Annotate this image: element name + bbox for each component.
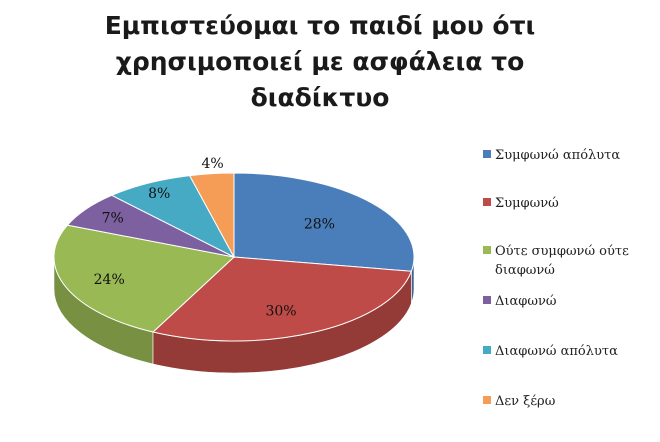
pie-label-0: 28%	[304, 217, 335, 233]
chart-title-line-3: διαδίκτυο	[250, 83, 390, 112]
legend-swatch-2	[483, 246, 491, 254]
legend-label-4: Διαφωνώ απόλυτα	[495, 342, 618, 361]
pie-label-1: 30%	[265, 304, 296, 320]
pie-slice-2	[53, 224, 236, 333]
legend-label-0: Συμφωνώ απόλυτα	[495, 146, 620, 165]
pie-label-4: 8%	[148, 186, 170, 202]
legend-swatch-0	[483, 150, 491, 158]
legend-swatch-5	[483, 396, 491, 404]
legend-label-line-3-0: Διαφωνώ	[495, 294, 557, 309]
legend-label-line-2-1: διαφωνώ	[495, 263, 555, 278]
pie-slice-1	[152, 256, 413, 342]
chart-title: Εμπιστεύομαι το παιδί μου ότι χρησιμοποι…	[60, 8, 580, 116]
legend-label-5: Δεν ξέρω	[495, 392, 555, 411]
legend-swatch-3	[483, 296, 491, 304]
legend-label-line-4-0: Διαφωνώ απόλυτα	[495, 344, 618, 359]
legend-label-2: Ούτε συμφωνώ ούτε διαφωνώ	[495, 242, 629, 280]
pie-slice-5	[188, 172, 235, 258]
legend-label-3: Διαφωνώ	[495, 292, 556, 311]
legend-swatch-4	[483, 346, 491, 354]
pie-slice-4	[110, 175, 236, 259]
pie-slice-0	[233, 172, 415, 272]
pie-label-3: 7%	[102, 211, 124, 227]
legend-label-line-1-0: Συμφωνώ	[495, 196, 559, 211]
legend-label-1: Συμφωνώ	[495, 194, 559, 213]
legend-swatch-1	[483, 198, 491, 206]
pie-label-5: 4%	[201, 156, 223, 172]
legend-label-line-0-0: Συμφωνώ απόλυτα	[495, 148, 621, 163]
chart-title-line-1: Εμπιστεύομαι το παιδί μου ότι	[104, 11, 536, 40]
legend-label-line-5-0: Δεν ξέρω	[495, 394, 556, 409]
pie-label-2: 24%	[94, 272, 125, 288]
legend-label-line-2-0: Ούτε συμφωνώ ούτε	[495, 244, 629, 259]
chart-title-line-2: χρησιμοποιεί με ασφάλεια το	[115, 47, 525, 76]
